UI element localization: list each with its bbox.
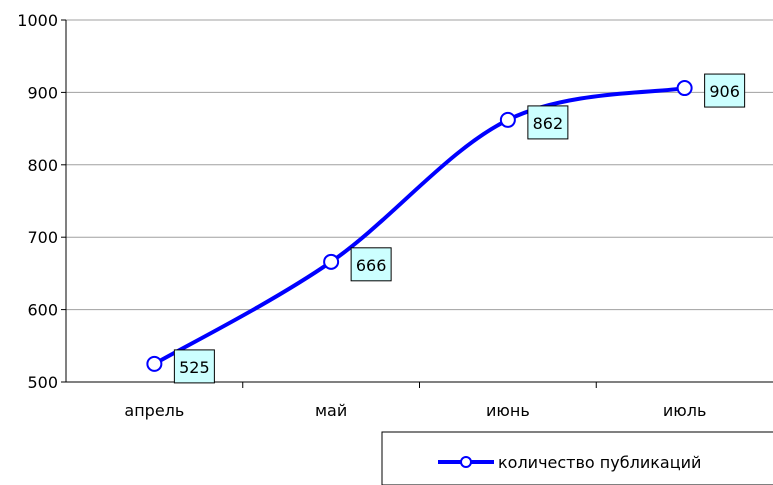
legend-box: [381, 431, 773, 485]
data-label-box: [527, 105, 569, 140]
data-label-box: [350, 247, 392, 282]
axes: [65, 20, 773, 383]
gridlines: [66, 19, 773, 311]
legend-marker: [460, 456, 472, 468]
data-labels: 525 666 862 906: [173, 73, 746, 384]
data-label: 525: [173, 349, 215, 384]
data-label: 666: [350, 247, 392, 282]
data-point: [499, 111, 516, 128]
data-point: [146, 355, 163, 372]
data-label: 862: [527, 105, 569, 140]
x-tick-label: июль: [663, 401, 707, 420]
x-tick-label: май: [315, 401, 347, 420]
data-label-text: 906: [709, 82, 740, 101]
x-tick-label: апрель: [124, 401, 184, 420]
y-tick-label: 900: [27, 83, 58, 102]
series-line: [153, 86, 685, 366]
data-point: [323, 253, 340, 270]
y-axis-ticks: 500 600 700 800 900 1000: [17, 11, 66, 392]
data-label: 906: [704, 73, 746, 108]
y-tick-label: 600: [27, 301, 58, 320]
series-group: [146, 80, 693, 372]
data-label-text: 666: [356, 256, 387, 275]
y-tick-label: 800: [27, 156, 58, 175]
x-axis-ticks: апрель май июнь июль: [124, 382, 706, 420]
legend: количество публикаций: [381, 431, 773, 485]
data-label-box: [704, 73, 746, 108]
data-label-box: [173, 349, 215, 384]
data-point: [676, 80, 693, 97]
y-tick-label: 1000: [17, 11, 58, 30]
x-tick-label: июнь: [486, 401, 530, 420]
y-tick-label: 700: [27, 228, 58, 247]
data-label-text: 862: [533, 114, 564, 133]
y-tick-label: 500: [27, 373, 58, 392]
legend-label: количество публикаций: [498, 453, 701, 472]
data-label-text: 525: [179, 358, 210, 377]
